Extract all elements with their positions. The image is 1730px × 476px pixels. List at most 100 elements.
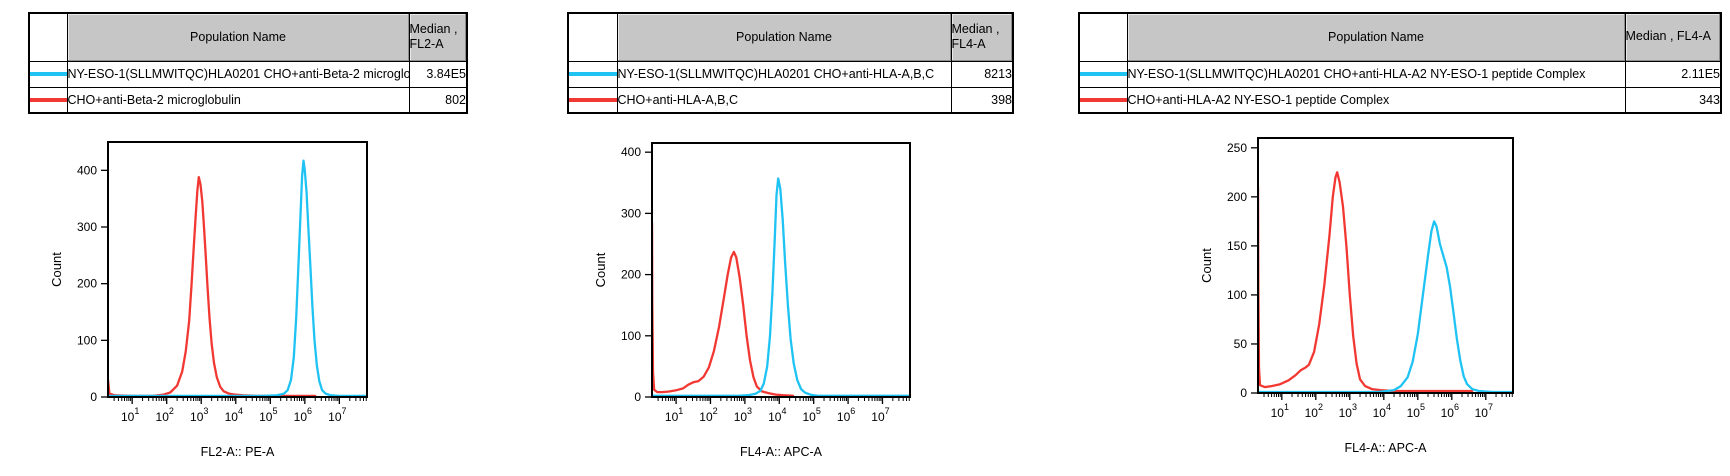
y-axis-ticks: 0 100 200 300 400 [77, 163, 108, 404]
table-row: NY-ESO-1(SLLMWITQC)HLA0201 CHO+anti-HLA-… [1078, 60, 1722, 88]
median-value: 343 [1624, 86, 1722, 114]
table-row: CHO+anti-HLA-A2 NY-ESO-1 peptide Complex… [1078, 86, 1722, 114]
population-name: CHO+anti-HLA-A2 NY-ESO-1 peptide Complex [1126, 86, 1626, 114]
x-tick-label: 101 [121, 406, 139, 424]
y-axis-title: Count [49, 252, 64, 287]
histogram-curves [1258, 171, 1513, 393]
y-axis-ticks: 0 50 100 150 200 250 [1227, 141, 1258, 400]
median-value: 802 [408, 86, 468, 114]
histogram-plot-fl2a: 0 100 200 300 400 101 102 103 104 105 106 107 FL2-A:… [49, 141, 368, 459]
x-tick-label: 101 [1271, 402, 1289, 420]
y-tick-label: 100 [77, 333, 97, 347]
histogram-curves [652, 177, 910, 397]
series-curve-red [652, 221, 795, 397]
median-value: 3.84E5 [408, 60, 468, 88]
series-color-swatch [1078, 86, 1128, 114]
legend-corner-cell [567, 12, 618, 62]
legend-table-fl4a-peptide: Population Name Median , FL4-A NY-ESO-1(… [1078, 12, 1722, 114]
x-axis-title: FL4-A:: APC-A [1345, 441, 1428, 455]
series-color-swatch [28, 60, 68, 88]
series-curve-cyan [1258, 220, 1513, 393]
population-name: NY-ESO-1(SLLMWITQC)HLA0201 CHO+anti-Beta… [66, 60, 410, 88]
series-color-swatch [28, 86, 68, 114]
x-tick-label: 107 [1475, 402, 1493, 420]
population-name: NY-ESO-1(SLLMWITQC)HLA0201 CHO+anti-HLA-… [1126, 60, 1626, 88]
table-row: CHO+anti-Beta-2 microglobulin 802 [28, 86, 468, 114]
population-name-header: Population Name [66, 12, 410, 62]
plot-frame [107, 141, 368, 398]
x-tick-label: 104 [1373, 402, 1391, 420]
table-row: NY-ESO-1(SLLMWITQC)HLA0201 CHO+anti-Beta… [28, 60, 468, 88]
population-name-header: Population Name [1126, 12, 1626, 62]
y-tick-label: 100 [1227, 288, 1247, 302]
median-value: 8213 [950, 60, 1014, 88]
population-name: NY-ESO-1(SLLMWITQC)HLA0201 CHO+anti-HLA-… [616, 60, 952, 88]
legend-table-fl4a-hla-abc: Population Name Median , FL4-A NY-ESO-1(S… [567, 12, 1014, 114]
x-tick-label: 101 [665, 406, 683, 424]
series-color-swatch [567, 86, 618, 114]
x-tick-label: 106 [1441, 402, 1459, 420]
median-header: Median , FL2-A [408, 12, 468, 62]
y-tick-label: 0 [90, 390, 97, 404]
legend-header-row: Population Name Median , FL4-A [1078, 12, 1722, 62]
y-axis-title: Count [1199, 248, 1214, 283]
y-tick-label: 400 [621, 145, 641, 159]
y-tick-label: 0 [1240, 386, 1247, 400]
x-axis-title: FL2-A:: PE-A [201, 445, 275, 459]
population-name: CHO+anti-HLA-A,B,C [616, 86, 952, 114]
series-curve-red [1258, 171, 1474, 393]
x-axis-ticks: 101 102 103 104 105 106 107 [1263, 393, 1513, 420]
y-tick-label: 300 [77, 220, 97, 234]
x-tick-label: 103 [190, 406, 208, 424]
x-tick-label: 104 [225, 406, 243, 424]
histogram-plot-fl4a-peptide: 0 50 100 150 200 250 101 102 103 104 105 106 107 FL4-… [1199, 137, 1514, 455]
y-axis-ticks: 0 100 200 300 400 [621, 145, 652, 404]
population-name: CHO+anti-Beta-2 microglobulin [66, 86, 410, 114]
x-tick-label: 105 [1407, 402, 1425, 420]
y-tick-label: 200 [77, 277, 97, 291]
y-tick-label: 300 [621, 206, 641, 220]
x-axis-ticks: 101 102 103 104 105 106 107 [657, 397, 910, 424]
legend-header-row: Population Name Median , FL4-A [567, 12, 1014, 62]
median-header: Median , FL4-A [1624, 12, 1722, 62]
plot-frame [651, 142, 911, 398]
legend-corner-cell [28, 12, 68, 62]
median-value: 398 [950, 86, 1014, 114]
x-tick-label: 102 [1305, 402, 1323, 420]
x-tick-label: 105 [802, 406, 820, 424]
median-header: Median , FL4-A [950, 12, 1014, 62]
series-color-swatch [567, 60, 618, 88]
x-tick-label: 106 [294, 406, 312, 424]
y-axis-title: Count [593, 252, 608, 287]
x-axis-title: FL4-A:: APC-A [740, 445, 823, 459]
series-curve-cyan [652, 177, 910, 397]
x-axis-ticks: 101 102 103 104 105 106 107 [113, 397, 367, 424]
y-tick-label: 150 [1227, 239, 1247, 253]
y-tick-label: 200 [621, 268, 641, 282]
y-tick-label: 250 [1227, 141, 1247, 155]
x-tick-label: 102 [699, 406, 717, 424]
population-name-header: Population Name [616, 12, 952, 62]
y-tick-label: 400 [77, 163, 97, 177]
histogram-curves [108, 159, 367, 397]
legend-table-fl2a: Population Name Median , FL2-A NY-ESO-1(S… [28, 12, 468, 114]
x-tick-label: 103 [734, 406, 752, 424]
legend-corner-cell [1078, 12, 1128, 62]
x-tick-label: 107 [871, 406, 889, 424]
series-curve-cyan [108, 159, 367, 397]
table-row: NY-ESO-1(SLLMWITQC)HLA0201 CHO+anti-HLA-… [567, 60, 1014, 88]
x-tick-label: 103 [1339, 402, 1357, 420]
legend-header-row: Population Name Median , FL2-A [28, 12, 468, 62]
table-row: CHO+anti-HLA-A,B,C 398 [567, 86, 1014, 114]
series-color-swatch [1078, 60, 1128, 88]
x-tick-label: 106 [837, 406, 855, 424]
x-tick-label: 105 [259, 406, 277, 424]
median-value: 2.11E5 [1624, 60, 1722, 88]
x-tick-label: 104 [768, 406, 786, 424]
y-tick-label: 200 [1227, 190, 1247, 204]
plot-frame [1257, 137, 1514, 394]
y-tick-label: 0 [634, 390, 641, 404]
y-tick-label: 100 [621, 329, 641, 343]
x-tick-label: 107 [328, 406, 346, 424]
